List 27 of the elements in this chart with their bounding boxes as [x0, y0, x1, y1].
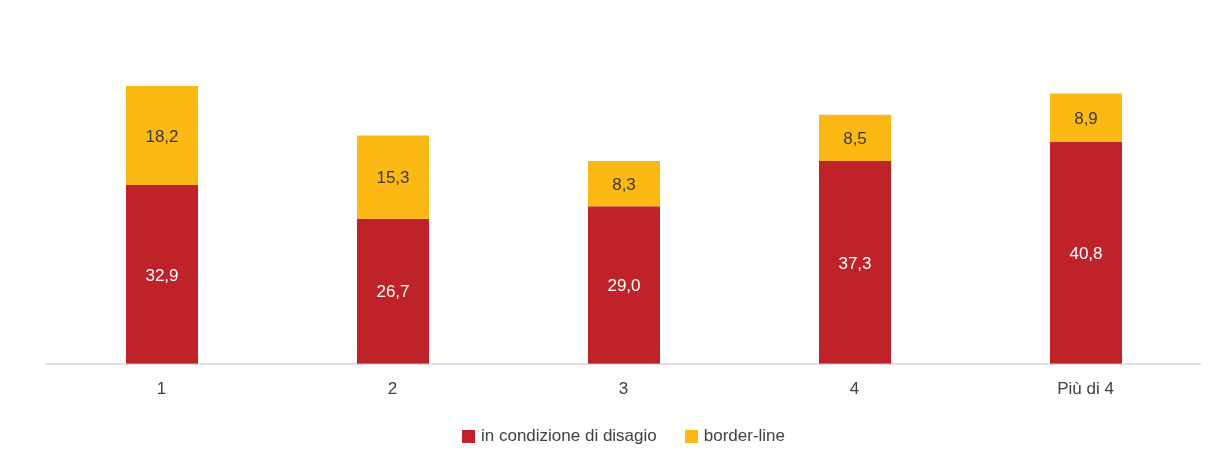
bar — [1050, 142, 1122, 364]
bar — [588, 206, 660, 364]
bar — [588, 161, 660, 207]
data-label: 15,3 — [376, 168, 410, 188]
bar — [357, 135, 429, 219]
data-label: 8,3 — [612, 174, 636, 194]
data-label: 29,0 — [607, 276, 641, 296]
data-label: 40,8 — [1069, 244, 1103, 264]
data-label: 37,3 — [838, 253, 872, 273]
x-tick-label: 2 — [387, 379, 398, 399]
x-tick-label: 1 — [156, 379, 167, 399]
data-label: 18,2 — [145, 126, 179, 146]
data-label: 8,5 — [843, 128, 867, 148]
bar — [357, 218, 429, 364]
x-tick-label: 4 — [849, 379, 860, 399]
data-label: 32,9 — [145, 265, 179, 285]
bar — [126, 185, 198, 364]
x-tick-label: Più di 4 — [1057, 379, 1114, 399]
bar — [819, 114, 891, 162]
x-tick-label: 3 — [618, 379, 629, 399]
bar — [126, 86, 198, 186]
data-label: 26,7 — [376, 282, 410, 302]
bar — [1050, 93, 1122, 143]
bar — [819, 161, 891, 364]
legend-label: in condizione di disagio — [480, 426, 657, 446]
data-label: 8,9 — [1074, 108, 1098, 128]
legend-label: border-line — [703, 426, 786, 446]
